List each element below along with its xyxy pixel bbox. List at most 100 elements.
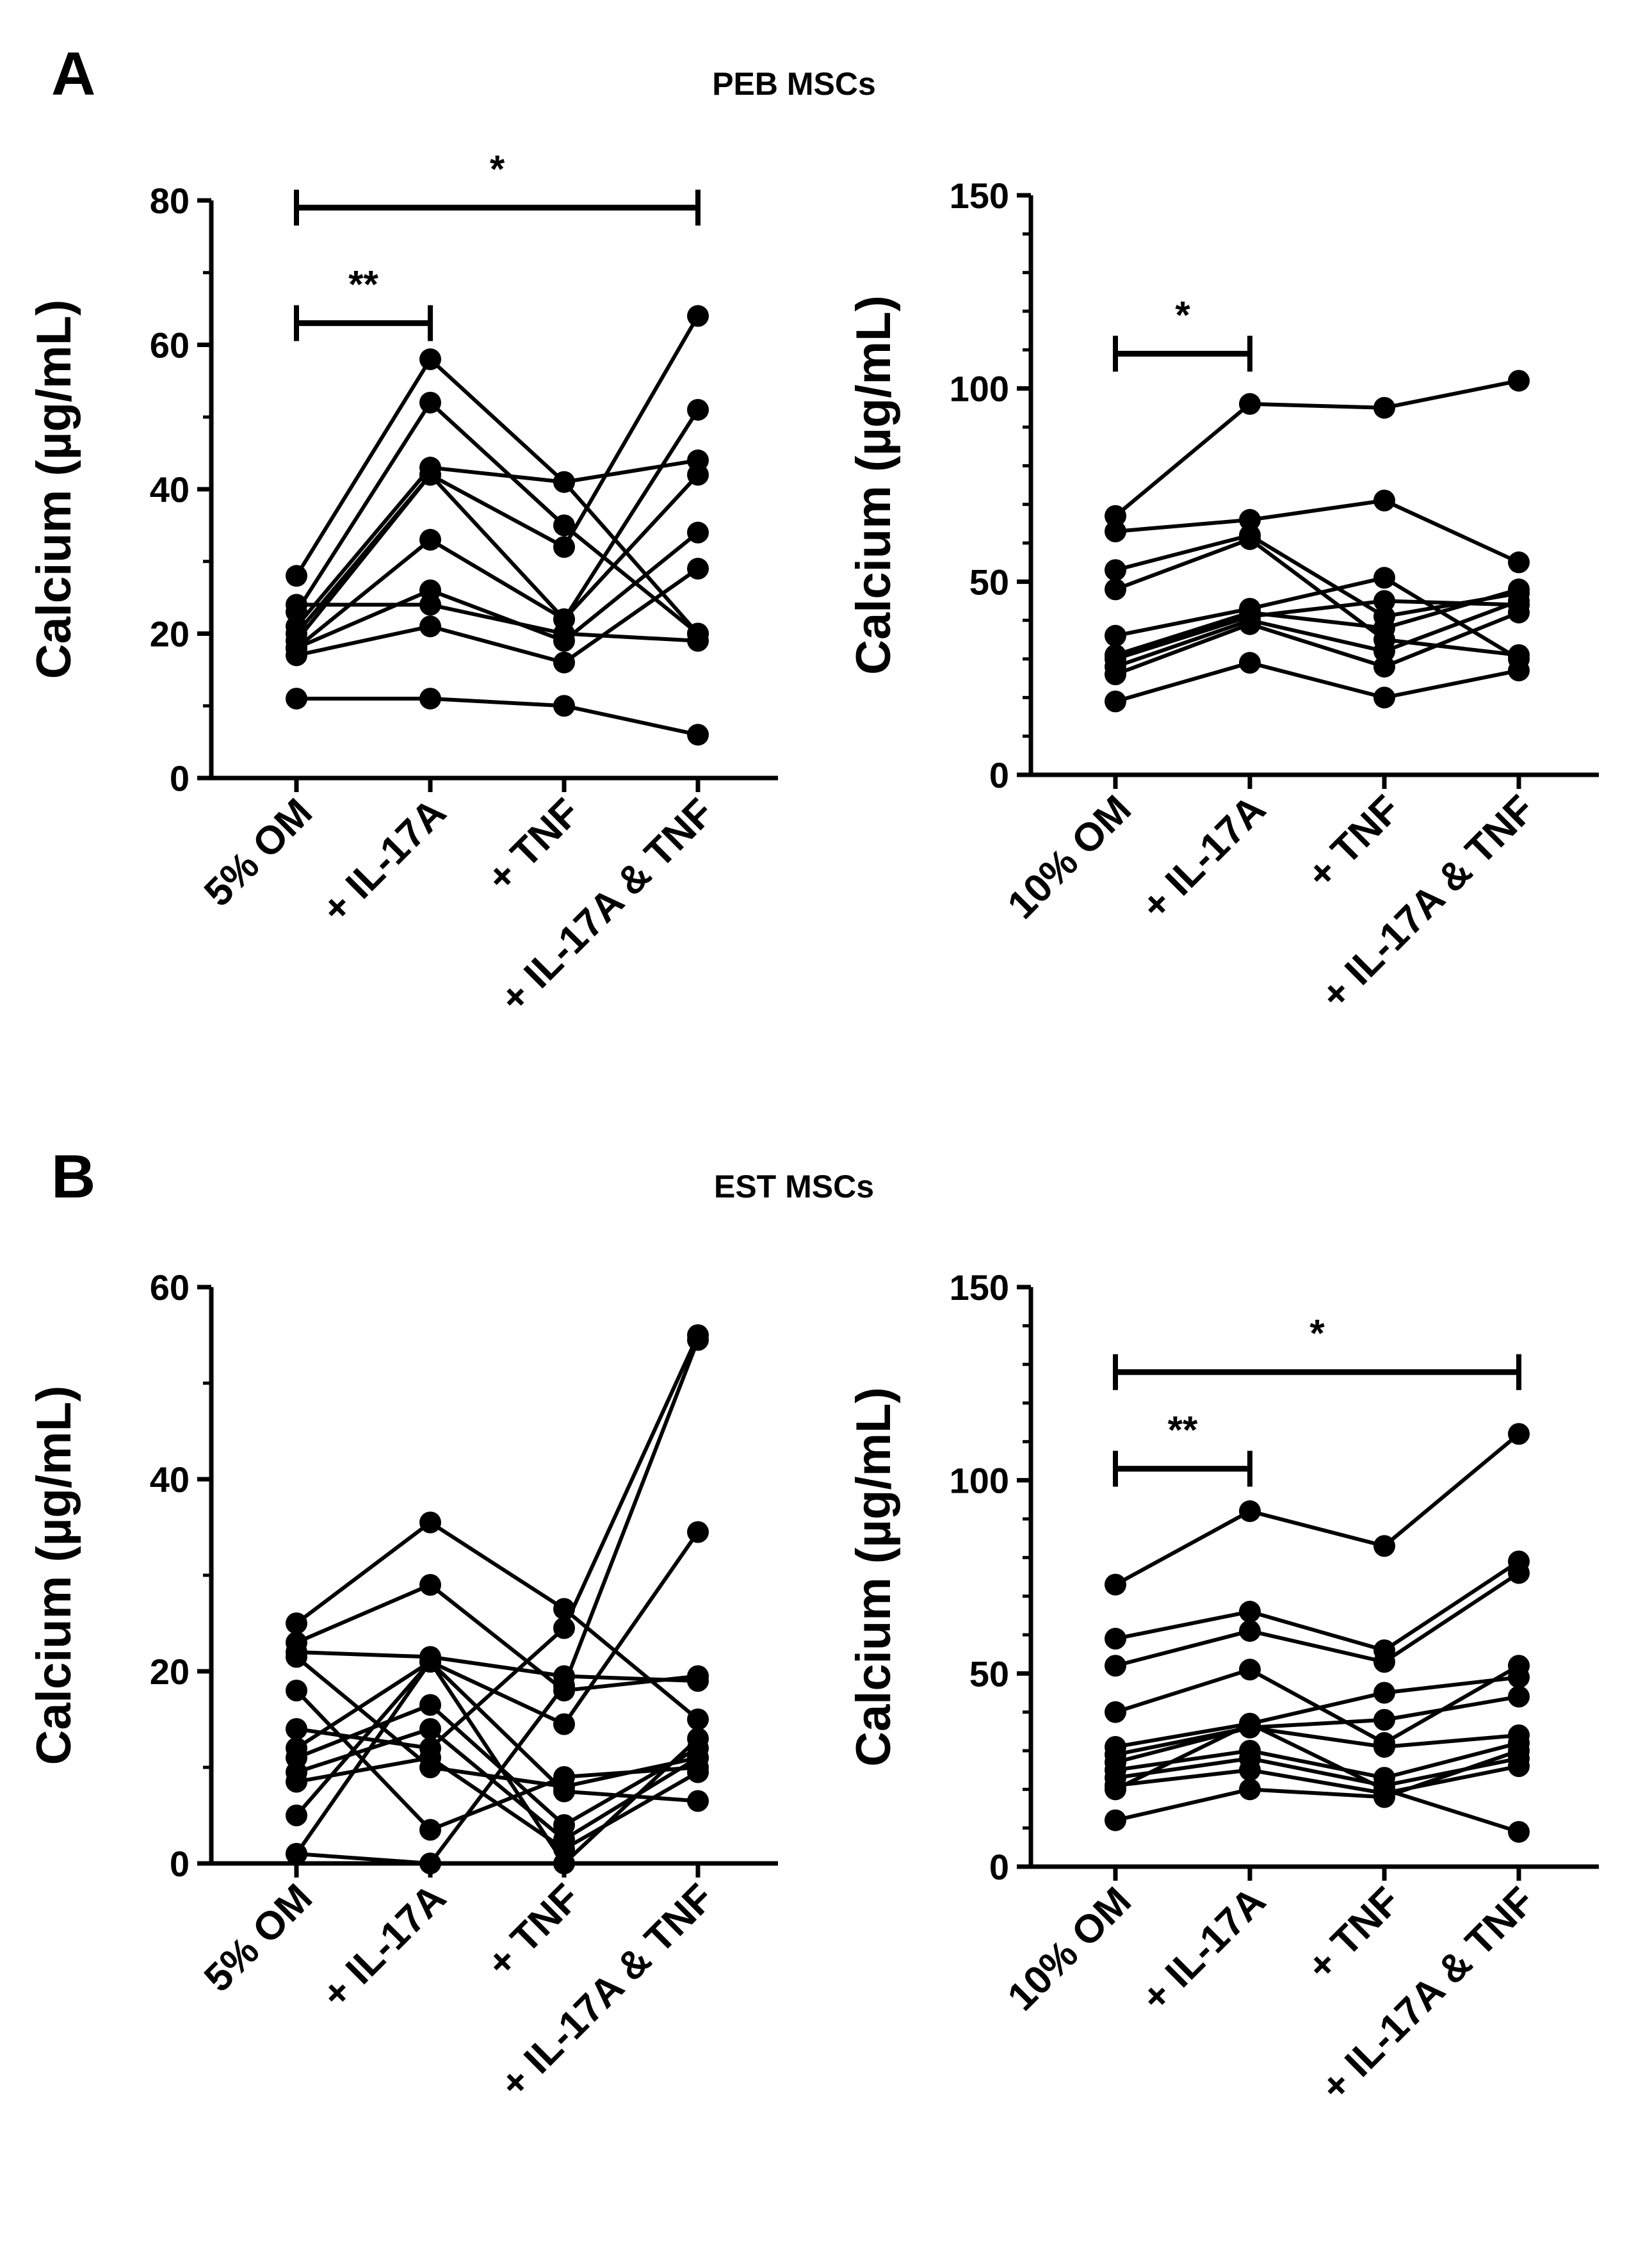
series-line-6 — [1115, 1694, 1519, 1756]
data-point — [687, 1708, 709, 1730]
data-point — [553, 1598, 575, 1620]
data-point — [1105, 1573, 1126, 1596]
data-point — [419, 1819, 441, 1841]
series-line-5 — [295, 409, 700, 642]
y-axis-title: Calcium (µg/mL) — [27, 300, 81, 679]
data-point — [1239, 393, 1261, 415]
series-line-5 — [1115, 576, 1520, 661]
data-point — [286, 1771, 307, 1793]
series-line-12 — [296, 1339, 700, 1865]
data-point — [1105, 1628, 1126, 1650]
data-point — [687, 464, 709, 486]
x-tick-label: 10% OM — [1000, 1879, 1140, 2019]
x-tick-label: 5% OM — [196, 1876, 321, 2000]
data-point — [1373, 1735, 1395, 1758]
y-tick-label: 40 — [150, 1459, 190, 1500]
data-point — [553, 695, 575, 717]
series-line-3 — [295, 458, 699, 628]
data-point — [1508, 1755, 1530, 1778]
series-line-12 — [1115, 1749, 1519, 1822]
series-line-10 — [1115, 1764, 1519, 1796]
data-point — [1105, 520, 1126, 542]
data-point — [687, 629, 709, 652]
series-line-6 — [296, 1334, 700, 1750]
series-line-2 — [1115, 1559, 1520, 1653]
data-point — [1508, 369, 1530, 392]
y-tick-label: 0 — [170, 758, 190, 799]
y-tick-label: 60 — [150, 325, 190, 366]
y-tick-label: 40 — [150, 469, 190, 510]
data-point — [1508, 1423, 1530, 1445]
data-point — [1373, 567, 1395, 589]
series-line-7 — [1115, 599, 1519, 661]
x-tick-label: + IL-17A — [1133, 787, 1274, 929]
series-line-10 — [296, 696, 699, 737]
y-tick-label: 0 — [170, 1844, 190, 1884]
series-line-7 — [295, 531, 699, 650]
data-point — [687, 1761, 709, 1783]
data-point — [419, 1853, 441, 1874]
data-point — [419, 1651, 441, 1673]
data-point — [553, 1675, 575, 1697]
series-line-3 — [1115, 533, 1519, 619]
series-line-9 — [1114, 610, 1520, 676]
data-point — [286, 644, 307, 667]
data-point — [1373, 656, 1395, 678]
data-point — [553, 471, 575, 493]
series-line-10 — [296, 1756, 699, 1851]
data-point — [1239, 1778, 1261, 1801]
data-point — [419, 1718, 441, 1740]
data-point — [1105, 505, 1126, 527]
significance-label: * — [1309, 1312, 1325, 1355]
x-tick-label: 10% OM — [1000, 787, 1140, 927]
series-line-13 — [295, 1660, 699, 1855]
data-point — [1508, 1666, 1530, 1689]
data-point — [419, 687, 441, 710]
data-point — [419, 1574, 441, 1596]
data-point — [1105, 663, 1126, 686]
y-tick-label: 150 — [950, 175, 1009, 216]
data-point — [1239, 613, 1261, 635]
data-point — [1239, 1712, 1261, 1735]
data-point — [1239, 508, 1261, 531]
x-tick-label: + IL-17A — [313, 790, 455, 932]
series-line-2 — [1115, 498, 1520, 564]
series-line-10 — [1115, 661, 1519, 704]
series-line-7 — [295, 1530, 700, 1750]
data-point — [1508, 660, 1530, 682]
significance-label: ** — [348, 263, 378, 306]
data-point — [1105, 1778, 1126, 1801]
data-point — [286, 687, 307, 710]
series-line-4 — [295, 314, 700, 635]
panel-title-b: EST MSCs — [714, 1169, 874, 1205]
data-point — [286, 1805, 307, 1826]
data-point — [286, 1843, 307, 1865]
data-point — [687, 558, 709, 580]
data-point — [1373, 640, 1395, 662]
data-point — [1105, 559, 1126, 581]
y-axis-title: Calcium (µg/mL) — [846, 295, 901, 675]
y-tick-label: 100 — [950, 369, 1009, 409]
data-point — [1239, 652, 1261, 674]
series-line-9 — [296, 603, 699, 643]
data-point — [687, 305, 709, 327]
significance-label: ** — [1168, 1409, 1198, 1452]
y-tick-label: 0 — [989, 1847, 1009, 1887]
data-point — [1508, 1562, 1530, 1584]
data-point — [1105, 578, 1126, 601]
y-axis-title: Calcium (µg/mL) — [27, 1386, 81, 1765]
data-point — [1508, 551, 1530, 574]
x-tick-label: + TNF — [1299, 1879, 1409, 1989]
panel-letter-a: A — [51, 40, 95, 108]
data-point — [286, 1612, 307, 1634]
series-line-4 — [1115, 1664, 1520, 1745]
data-point — [1105, 1655, 1126, 1677]
series-line-11 — [1114, 1721, 1519, 1834]
x-tick-label: + IL-17A — [313, 1876, 455, 2017]
series-line-3 — [1115, 1571, 1520, 1668]
data-point — [553, 1617, 575, 1639]
y-axis-title: Calcium (µg/mL) — [846, 1387, 901, 1767]
